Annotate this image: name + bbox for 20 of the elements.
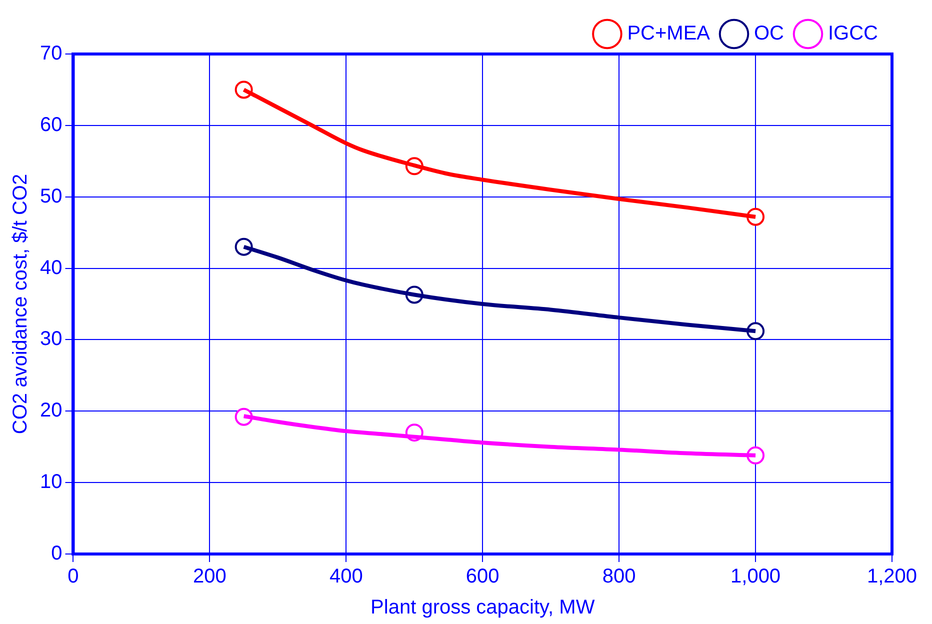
x-tick-label: 800: [602, 566, 636, 588]
x-tick-label: 0: [68, 566, 79, 588]
x-tick-label: 1,200: [866, 566, 918, 588]
y-tick-label: 60: [40, 114, 62, 136]
y-tick-label: 10: [40, 471, 62, 494]
x-tick-label: 1,000: [730, 566, 781, 588]
x-axis-title: Plant gross capacity, MW: [370, 596, 595, 619]
y-tick-label: 40: [40, 256, 62, 279]
x-tick-label: 400: [329, 566, 363, 588]
y-tick-label: 20: [40, 400, 62, 422]
y-tick-label: 30: [40, 328, 62, 350]
y-tick-label: 70: [40, 42, 62, 65]
legend-label: OC: [754, 22, 784, 45]
x-tick-label: 200: [193, 566, 226, 588]
x-tick-label: 600: [466, 566, 500, 588]
y-tick-label: 0: [51, 542, 62, 565]
y-tick-label: 50: [40, 185, 62, 208]
y-axis-title: CO2 avoidance cost, $/t CO2: [10, 174, 32, 434]
legend-label: IGCC: [828, 22, 878, 45]
legend-label: PC+MEA: [627, 22, 711, 45]
